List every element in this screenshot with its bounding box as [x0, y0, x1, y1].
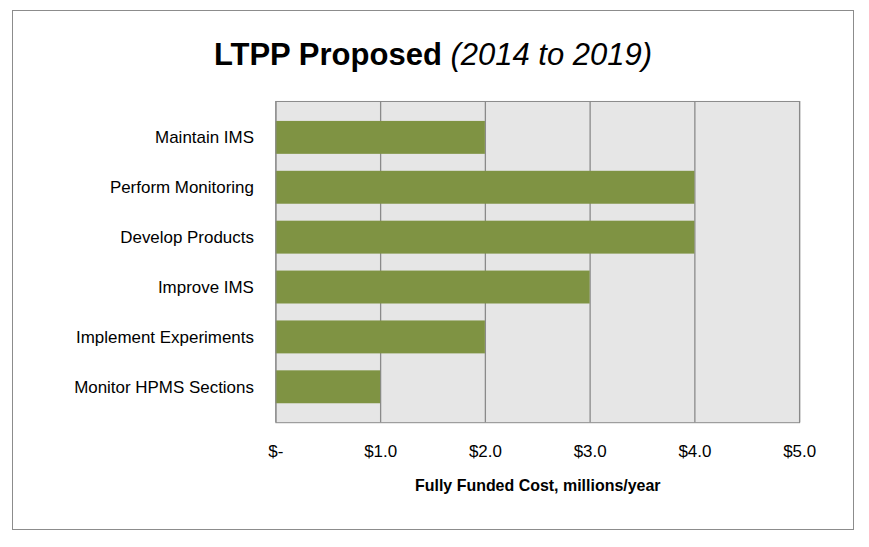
- svg-text:$-: $-: [268, 442, 283, 461]
- svg-text:$5.0: $5.0: [783, 442, 816, 461]
- svg-text:Fully Funded Cost, millions/ye: Fully Funded Cost, millions/year: [415, 477, 661, 494]
- html-text:LTPP Proposed (2014 to 2019): LTPP Proposed (2014 to 2019): [213, 37, 653, 72]
- svg-text:$4.0: $4.0: [678, 442, 711, 461]
- svg-text:Perform Monitoring: Perform Monitoring: [110, 178, 254, 197]
- svg-text:$2.0: $2.0: [469, 442, 502, 461]
- svg-text:Maintain IMS: Maintain IMS: [155, 128, 254, 147]
- svg-text:$3.0: $3.0: [574, 442, 607, 461]
- svg-text:Develop Products: Develop Products: [120, 228, 254, 247]
- svg-text:$1.0: $1.0: [364, 442, 397, 461]
- svg-text:Implement Experiments: Implement Experiments: [76, 328, 254, 347]
- svg-text:Monitor HPMS Sections: Monitor HPMS Sections: [74, 378, 254, 397]
- svg-text:Improve IMS: Improve IMS: [158, 278, 254, 297]
